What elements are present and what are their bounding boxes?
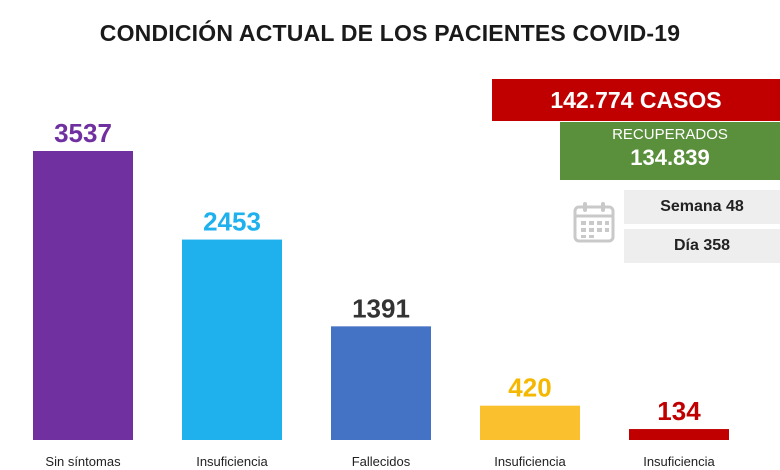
recovered-value: 134.839 bbox=[630, 145, 710, 170]
bar-value-label: 134 bbox=[657, 396, 701, 426]
bar-1 bbox=[33, 151, 133, 440]
bar-value-label: 2453 bbox=[203, 207, 261, 237]
bar-4 bbox=[480, 405, 580, 440]
bar-5 bbox=[629, 429, 729, 440]
category-label: Sin síntomas bbox=[45, 454, 121, 469]
day-indicator: Día 358 bbox=[624, 229, 780, 263]
chart-title: CONDICIÓN ACTUAL DE LOS PACIENTES COVID-… bbox=[99, 20, 681, 46]
total-cases-badge: 142.774 CASOS bbox=[492, 79, 780, 121]
category-label: Fallecidos bbox=[352, 454, 411, 469]
week-indicator: Semana 48 bbox=[624, 190, 780, 224]
bar-3 bbox=[331, 326, 431, 440]
bar-value-label: 420 bbox=[508, 373, 551, 403]
bar-2 bbox=[182, 239, 282, 440]
bar-value-label: 1391 bbox=[352, 293, 410, 323]
category-label: Insuficiencia bbox=[643, 454, 715, 469]
recovered-badge: RECUPERADOS 134.839 bbox=[560, 122, 780, 180]
bar-value-label: 3537 bbox=[54, 118, 112, 148]
calendar-icon bbox=[573, 202, 615, 243]
recovered-label: RECUPERADOS bbox=[612, 126, 728, 143]
category-label: Insuficiencia bbox=[494, 454, 566, 469]
category-label: Insuficiencia bbox=[196, 454, 268, 469]
